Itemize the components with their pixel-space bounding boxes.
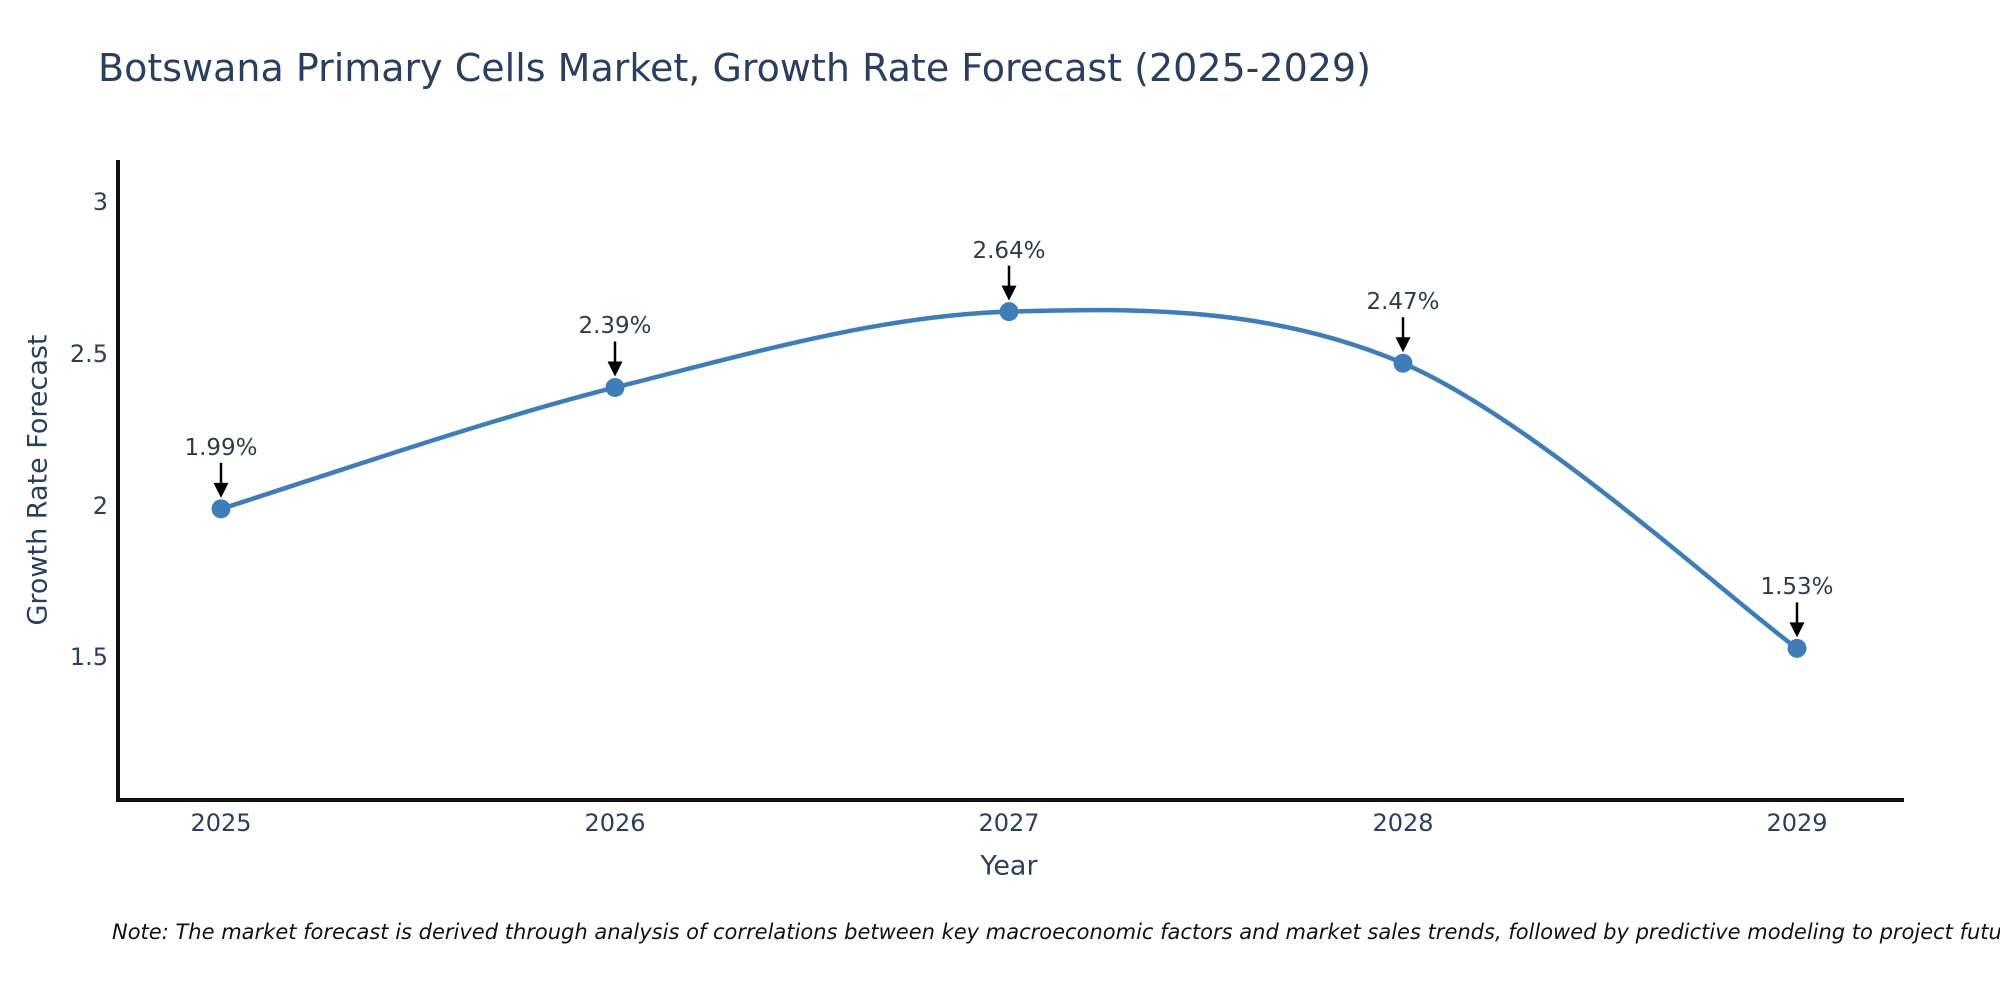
footnote: Note: The market forecast is derived thr… — [112, 920, 2000, 944]
data-point-marker — [211, 499, 231, 519]
annotation-label: 1.53% — [1760, 574, 1834, 601]
y-tick-label: 2.5 — [69, 340, 108, 369]
x-tick-label: 2025 — [190, 809, 252, 837]
annotation-arrowhead — [1001, 285, 1017, 301]
line-series — [220, 307, 1799, 651]
x-tick-label: 2028 — [1372, 809, 1434, 837]
data-point-marker — [1787, 638, 1807, 658]
x-tick-label: 2027 — [978, 809, 1040, 837]
x-axis-title: Year — [980, 850, 1038, 882]
y-tick-label: 2 — [92, 491, 108, 520]
x-axis-line — [116, 798, 1904, 802]
x-tick-label: 2026 — [584, 809, 646, 837]
y-tick-label: 3 — [92, 188, 108, 217]
annotation-label: 2.47% — [1366, 289, 1440, 316]
y-axis-line — [116, 160, 120, 802]
x-tick-label: 2029 — [1766, 809, 1828, 837]
data-point-marker — [999, 302, 1019, 322]
annotation-label: 2.64% — [972, 237, 1046, 264]
annotation-arrowhead — [1789, 622, 1805, 638]
annotation-arrowhead — [607, 361, 623, 377]
data-point-marker — [605, 377, 625, 397]
y-tick-label: 1.5 — [69, 643, 108, 672]
annotation-label: 2.39% — [578, 313, 652, 340]
annotation-arrowhead — [1395, 337, 1411, 353]
annotation-label: 1.99% — [184, 434, 258, 461]
chart-title: Botswana Primary Cells Market, Growth Ra… — [98, 46, 1371, 90]
data-point-marker — [1393, 353, 1413, 373]
annotation-arrowhead — [213, 482, 229, 498]
